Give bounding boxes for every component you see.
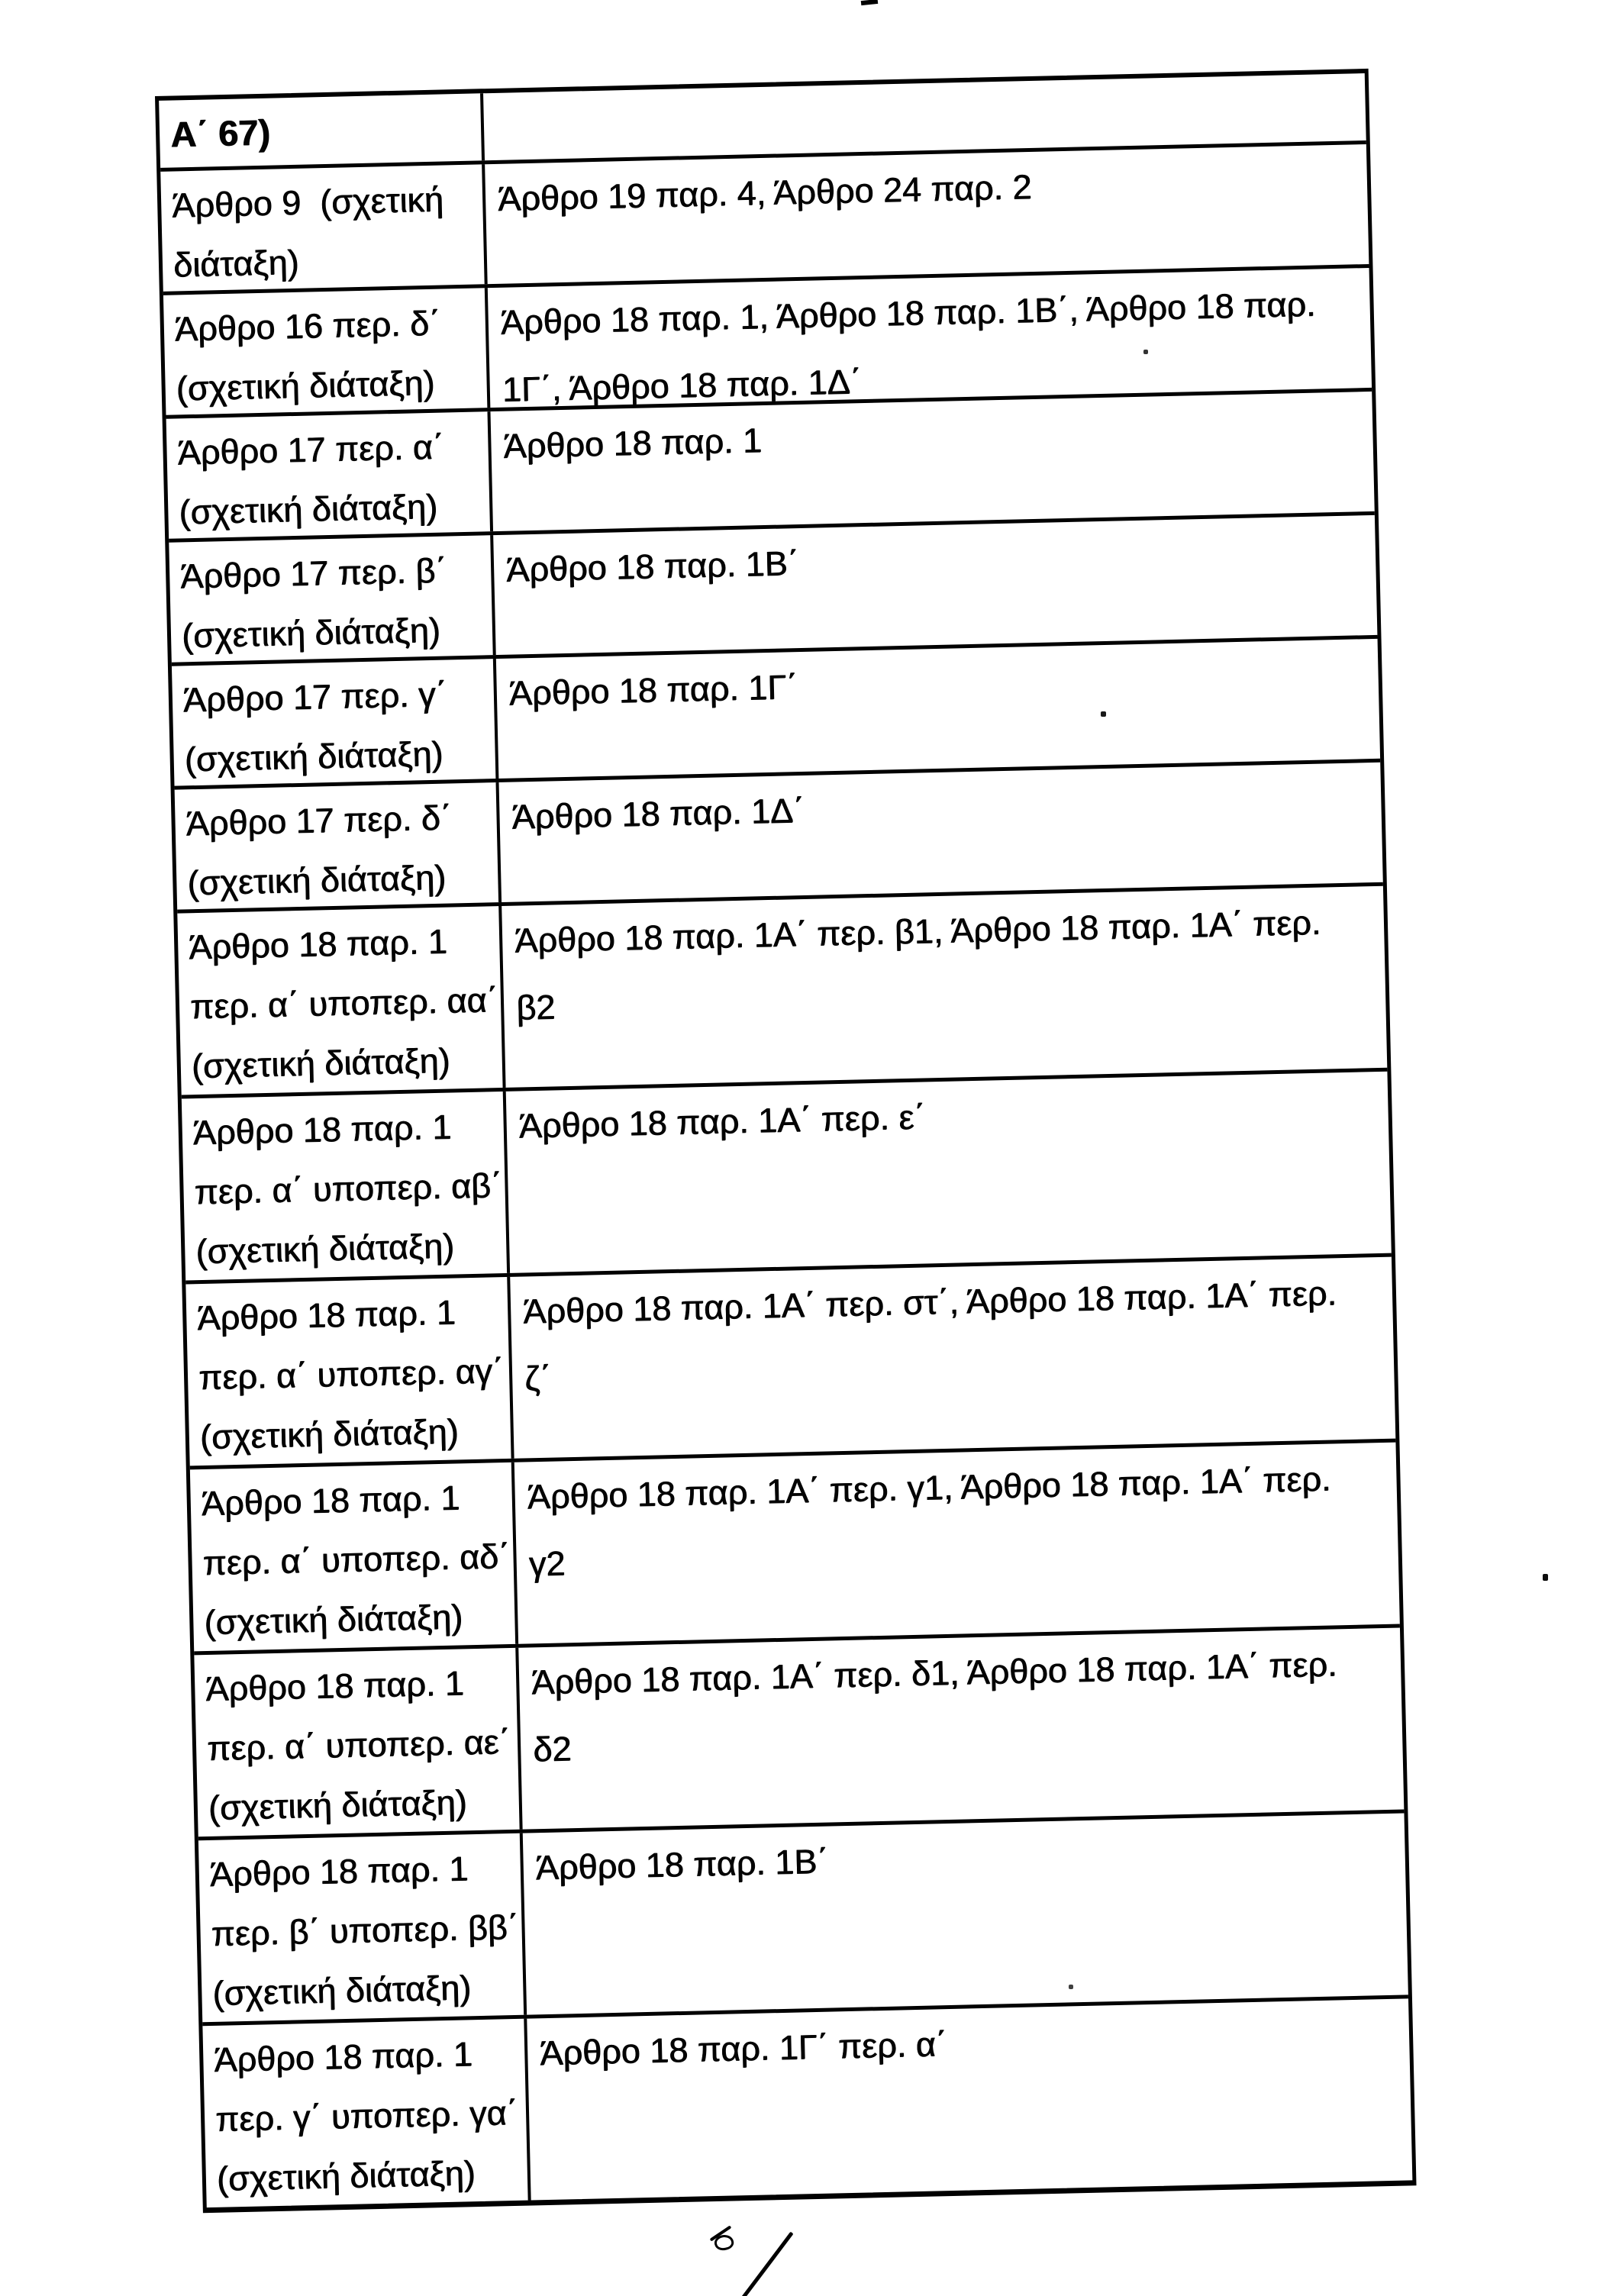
new-provision-line: Άρθρο 18 παρ. 1Β΄ bbox=[535, 1841, 829, 1888]
new-provision-cell: Άρθρο 18 παρ. 1, Άρθρο 18 παρ. 1Β΄, Άρθρ… bbox=[488, 268, 1372, 408]
table-row: Άρθρο 18 παρ. 1 περ. α΄ υποπερ. αε΄ (σχετι… bbox=[194, 1624, 1405, 1837]
header-left-cell: Α΄ 67) bbox=[159, 93, 485, 168]
old-provision-cell: Άρθρο 17 περ. β΄ (σχετική διάταξη) bbox=[169, 535, 496, 663]
scan-speck bbox=[1543, 1574, 1548, 1581]
provision-correspondence-table: Α΄ 67) Άρθρο 9 (σχετική διάταξη) Άρθρο 19… bbox=[155, 68, 1417, 2214]
new-provision-line: Άρθρο 18 παρ. 1Γ΄ περ. α΄ bbox=[539, 2024, 948, 2073]
table-row: Άρθρο 18 παρ. 1 περ. γ΄ υποπερ. γα΄ (σχετι… bbox=[202, 1994, 1413, 2208]
new-provision-cell: Άρθρο 18 παρ. 1Β΄ bbox=[523, 1813, 1408, 2014]
old-provision-cell: Άρθρο 17 περ. γ΄ (σχετική διάταξη) bbox=[171, 659, 499, 786]
old-provision-line: (σχετική διάταξη) bbox=[191, 1040, 450, 1086]
scan-speck bbox=[1101, 711, 1106, 717]
new-provision-line: Άρθρο 18 παρ. 1Δ΄ bbox=[511, 790, 805, 837]
old-provision-line: Άρθρο 18 παρ. 1 bbox=[192, 1107, 452, 1153]
old-provision-line: (σχετική διάταξη) bbox=[181, 610, 441, 656]
old-provision-line: (σχετική διάταξη) bbox=[195, 1226, 455, 1272]
old-provision-line: Άρθρο 17 περ. α΄ bbox=[177, 427, 445, 472]
old-provision-line: (σχετική διάταξη) bbox=[203, 1597, 463, 1643]
new-provision-line: Άρθρο 18 παρ. 1 bbox=[502, 421, 763, 466]
old-provision-line: (σχετική διάταξη) bbox=[178, 486, 438, 532]
old-provision-line: Άρθρο 18 παρ. 1 bbox=[209, 1849, 469, 1894]
scan-artifact-dash bbox=[860, 0, 879, 6]
new-provision-cell: Άρθρο 18 παρ. 1Β΄ bbox=[493, 515, 1377, 655]
old-provision-cell: Άρθρο 16 περ. δ΄ (σχετική διάταξη) bbox=[163, 288, 491, 415]
new-provision-cell: Άρθρο 18 παρ. 1 bbox=[490, 392, 1374, 531]
handwritten-slash-mark bbox=[740, 2231, 794, 2296]
gazette-ref-label: Α΄ 67) bbox=[169, 111, 271, 155]
new-provision-cell: Άρθρο 18 παρ. 1Α΄ περ. β1, Άρθρο 18 παρ.… bbox=[502, 886, 1387, 1088]
old-provision-line: Άρθρο 17 περ. β΄ bbox=[179, 550, 447, 596]
old-provision-cell: Άρθρο 18 παρ. 1 περ. γ΄ υποπερ. γα΄ (σχετι… bbox=[202, 2018, 531, 2208]
table-row: Άρθρο 18 παρ. 1 περ. α΄ υποπερ. αβ΄ (σχετι… bbox=[181, 1067, 1392, 1281]
old-provision-line: περ. α΄ υποπερ. αδ΄ bbox=[202, 1536, 511, 1583]
new-provision-cell: Άρθρο 18 παρ. 1Α΄ περ. δ1, Άρθρο 18 παρ.… bbox=[518, 1628, 1404, 1830]
old-provision-line: (σχετική διάταξη) bbox=[208, 1782, 468, 1827]
old-provision-cell: Άρθρο 18 παρ. 1 περ. β΄ υποπερ. ββ΄ (σχετι… bbox=[198, 1833, 527, 2023]
old-provision-cell: Άρθρο 18 παρ. 1 περ. α΄ υποπερ. αβ΄ (σχετι… bbox=[181, 1091, 511, 1281]
old-provision-line: Άρθρο 9 (σχετική bbox=[171, 179, 444, 225]
new-provision-line: Άρθρο 18 παρ. 1Β΄ bbox=[505, 543, 800, 589]
old-provision-line: Άρθρο 16 περ. δ΄ bbox=[174, 303, 441, 349]
old-provision-line: Άρθρο 18 παρ. 1 bbox=[213, 2034, 473, 2079]
old-provision-line: περ. β΄ υποπερ. ββ΄ bbox=[211, 1907, 520, 1953]
old-provision-line: περ. α΄ υποπερ. αγ΄ bbox=[198, 1351, 505, 1398]
new-provision-cell: Άρθρο 18 παρ. 1Α΄ περ. γ1, Άρθρο 18 παρ.… bbox=[514, 1443, 1400, 1644]
old-provision-line: περ. α΄ υποπερ. αε΄ bbox=[206, 1722, 511, 1769]
table-row: Άρθρο 18 παρ. 1 περ. β΄ υποπερ. ββ΄ (σχετι… bbox=[198, 1809, 1408, 2023]
old-provision-line: Άρθρο 18 παρ. 1 bbox=[201, 1478, 460, 1524]
new-provision-cell: Άρθρο 18 παρ. 1Γ΄ bbox=[496, 639, 1380, 779]
old-provision-cell: Άρθρο 17 περ. δ΄ (σχετική διάταξη) bbox=[174, 782, 502, 910]
old-provision-cell: Άρθρο 18 παρ. 1 περ. α΄ υποπερ. αδ΄ (σχετι… bbox=[189, 1462, 519, 1652]
old-provision-cell: Άρθρο 18 παρ. 1 περ. α΄ υποπερ. αε΄ (σχετι… bbox=[194, 1647, 523, 1837]
old-provision-line: Άρθρο 17 περ. γ΄ bbox=[182, 674, 447, 720]
old-provision-line: (σχετική διάταξη) bbox=[186, 857, 447, 903]
new-provision-line: Άρθρο 18 παρ. 1Α΄ περ. ε΄ bbox=[518, 1097, 926, 1146]
old-provision-line: Άρθρο 18 παρ. 1 bbox=[205, 1663, 465, 1709]
old-provision-line: (σχετική διάταξη) bbox=[216, 2153, 476, 2198]
new-provision-cell: Άρθρο 18 παρ. 1Α΄ περ. ε΄ bbox=[506, 1072, 1392, 1273]
new-provision-line: Άρθρο 18 παρ. 1Γ΄ bbox=[508, 667, 798, 713]
old-provision-line: (σχετική διάταξη) bbox=[199, 1411, 459, 1457]
new-provision-line: Άρθρο 19 παρ. 4, Άρθρο 24 παρ. 2 bbox=[497, 166, 1032, 218]
old-provision-line: περ. α΄ υποπερ. αβ΄ bbox=[194, 1166, 503, 1212]
old-provision-line: περ. α΄ υποπερ. αα΄ bbox=[189, 980, 498, 1027]
old-provision-line: Άρθρο 18 παρ. 1 bbox=[188, 921, 448, 967]
old-provision-cell: Άρθρο 17 περ. α΄ (σχετική διάταξη) bbox=[166, 411, 494, 539]
new-provision-cell: Άρθρο 19 παρ. 4, Άρθρο 24 παρ. 2 bbox=[485, 144, 1369, 284]
new-provision-cell: Άρθρο 18 παρ. 1Δ΄ bbox=[499, 763, 1383, 902]
old-provision-cell: Άρθρο 18 παρ. 1 περ. α΄ υποπερ. αα΄ (σχετι… bbox=[177, 905, 506, 1095]
old-provision-line: Άρθρο 17 περ. δ΄ bbox=[185, 798, 453, 843]
old-provision-line: (σχετική διάταξη) bbox=[176, 363, 435, 408]
new-provision-cell: Άρθρο 18 παρ. 1Α΄ περ. στ΄, Άρθρο 18 παρ… bbox=[510, 1257, 1395, 1459]
old-provision-line: (σχετική διάταξη) bbox=[184, 734, 443, 779]
old-provision-line: περ. γ΄ υποπερ. γα΄ bbox=[214, 2092, 518, 2139]
table-row: Άρθρο 18 παρ. 1 περ. α΄ υποπερ. αα΄ (σχετι… bbox=[177, 882, 1388, 1095]
scan-speck bbox=[1143, 350, 1148, 354]
table-row: Άρθρο 18 παρ. 1 περ. α΄ υποπερ. αγ΄ (σχετι… bbox=[185, 1253, 1396, 1466]
old-provision-cell: Άρθρο 9 (σχετική διάταξη) bbox=[160, 164, 488, 292]
old-provision-line: Άρθρο 18 παρ. 1 bbox=[196, 1292, 456, 1338]
old-provision-cell: Άρθρο 18 παρ. 1 περ. α΄ υποπερ. αγ΄ (σχετι… bbox=[185, 1276, 514, 1466]
scan-speck bbox=[1069, 1985, 1073, 1989]
header-right-label bbox=[495, 75, 1359, 96]
old-provision-line: (σχετική διάταξη) bbox=[211, 1968, 472, 2013]
old-provision-line: διάταξη) bbox=[173, 242, 299, 285]
table-row: Άρθρο 18 παρ. 1 περ. α΄ υποπερ. αδ΄ (σχετι… bbox=[189, 1438, 1400, 1652]
new-provision-cell: Άρθρο 18 παρ. 1Γ΄ περ. α΄ bbox=[527, 1998, 1412, 2200]
